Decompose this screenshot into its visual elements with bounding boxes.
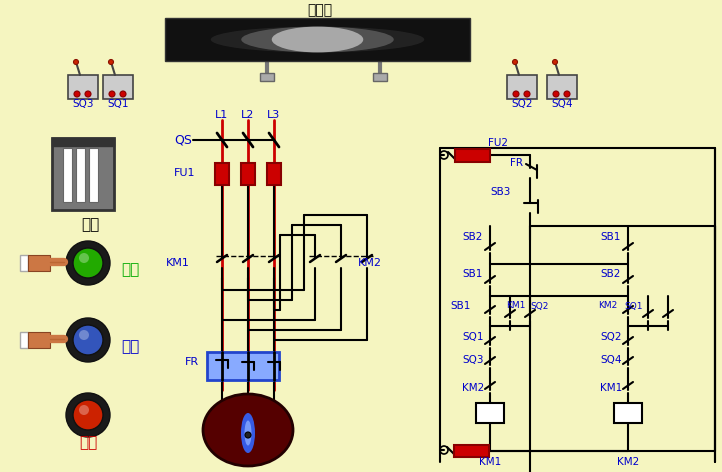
Circle shape: [73, 325, 103, 355]
Circle shape: [513, 59, 518, 65]
Circle shape: [513, 91, 519, 97]
Bar: [614, 403, 642, 423]
Text: L1: L1: [215, 110, 229, 120]
Bar: [215, 163, 229, 185]
Text: 工作台: 工作台: [308, 3, 333, 17]
Text: FR: FR: [510, 158, 523, 168]
Circle shape: [73, 400, 103, 430]
Text: SQ3: SQ3: [72, 99, 94, 109]
Ellipse shape: [203, 394, 293, 466]
Bar: [455, 149, 490, 162]
Bar: [20, 332, 28, 348]
Text: SQ1: SQ1: [462, 332, 484, 342]
Bar: [76, 148, 85, 202]
Text: SQ3: SQ3: [462, 355, 484, 365]
Text: KM2: KM2: [462, 383, 484, 393]
Text: L2: L2: [241, 110, 255, 120]
Text: KM2: KM2: [358, 258, 382, 268]
Text: FU2: FU2: [488, 138, 508, 148]
Circle shape: [79, 253, 89, 263]
Text: SQ2: SQ2: [530, 302, 549, 311]
Circle shape: [79, 405, 89, 415]
Text: SB1: SB1: [462, 269, 482, 279]
Bar: [454, 445, 489, 457]
Circle shape: [79, 330, 89, 340]
Bar: [89, 148, 98, 202]
Circle shape: [245, 432, 251, 438]
Ellipse shape: [241, 26, 393, 52]
Circle shape: [108, 59, 113, 65]
Text: 反转: 反转: [121, 339, 139, 354]
Text: SB1: SB1: [600, 232, 620, 242]
Bar: [52, 138, 114, 146]
Text: FU1: FU1: [174, 168, 196, 178]
Bar: [373, 73, 387, 81]
Bar: [507, 75, 537, 99]
Text: 正转: 正转: [121, 262, 139, 278]
Circle shape: [524, 91, 530, 97]
Ellipse shape: [245, 421, 251, 446]
Text: SB2: SB2: [600, 269, 620, 279]
Ellipse shape: [211, 26, 425, 52]
Text: SB3: SB3: [490, 187, 510, 197]
Circle shape: [66, 318, 110, 362]
Ellipse shape: [241, 413, 255, 453]
Text: KM2: KM2: [617, 457, 639, 467]
Text: SQ4: SQ4: [552, 99, 573, 109]
Circle shape: [74, 59, 79, 65]
Circle shape: [120, 91, 126, 97]
Ellipse shape: [271, 26, 363, 52]
Bar: [63, 148, 72, 202]
Text: 电源: 电源: [81, 218, 99, 233]
Circle shape: [564, 91, 570, 97]
Text: SQ4: SQ4: [600, 355, 622, 365]
Bar: [547, 75, 577, 99]
Text: SQ2: SQ2: [600, 332, 622, 342]
Text: SB2: SB2: [462, 232, 482, 242]
Bar: [267, 163, 281, 185]
Bar: [20, 255, 28, 271]
Text: SB1: SB1: [450, 301, 470, 311]
Bar: [165, 18, 470, 61]
Bar: [476, 403, 504, 423]
Circle shape: [73, 248, 103, 278]
Circle shape: [66, 393, 110, 437]
Circle shape: [109, 91, 115, 97]
Bar: [28, 332, 50, 348]
Text: KM1: KM1: [166, 258, 190, 268]
Text: SQ1: SQ1: [108, 99, 129, 109]
Bar: [260, 73, 274, 81]
Text: KM1: KM1: [479, 457, 501, 467]
Text: L3: L3: [267, 110, 281, 120]
Circle shape: [74, 91, 80, 97]
Bar: [103, 75, 133, 99]
Circle shape: [66, 241, 110, 285]
Circle shape: [85, 91, 91, 97]
Text: KM1: KM1: [506, 302, 526, 311]
Circle shape: [552, 59, 557, 65]
Bar: [52, 138, 114, 210]
Text: KM1: KM1: [600, 383, 622, 393]
Text: SQ1: SQ1: [624, 302, 643, 311]
Text: KM2: KM2: [598, 302, 617, 311]
Bar: [241, 163, 255, 185]
Circle shape: [553, 91, 559, 97]
Text: FR: FR: [185, 357, 199, 367]
Bar: [68, 75, 98, 99]
Text: QS: QS: [174, 134, 192, 146]
Text: SQ2: SQ2: [511, 99, 533, 109]
Text: 停止: 停止: [79, 436, 97, 450]
Bar: [207, 352, 279, 380]
Bar: [28, 255, 50, 271]
